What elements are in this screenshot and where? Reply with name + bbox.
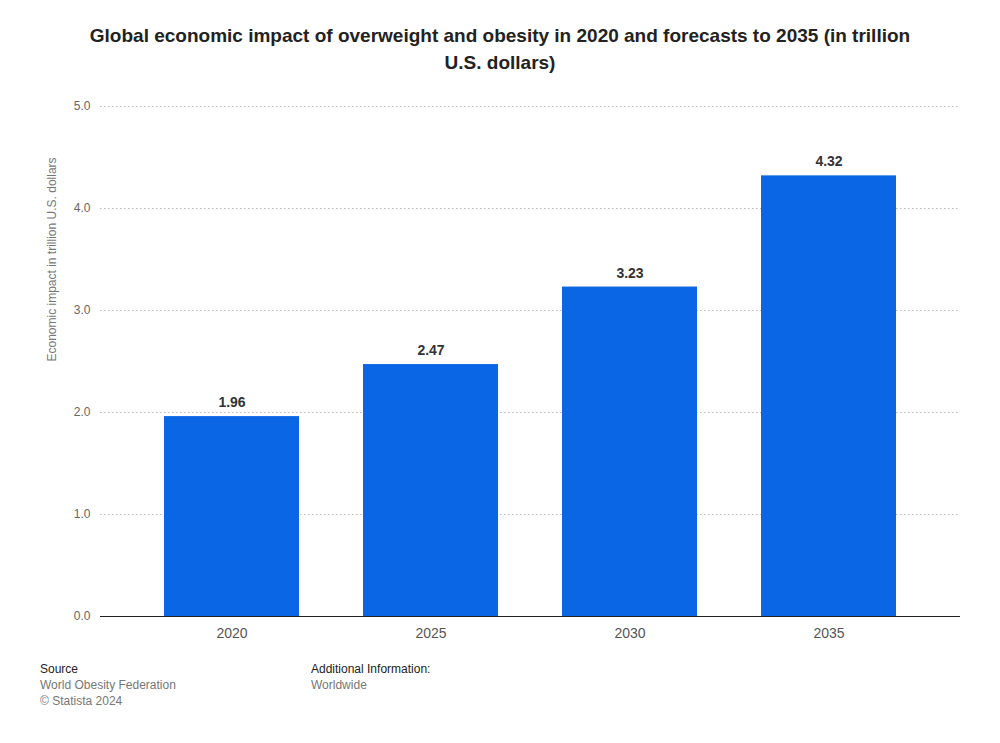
svg-text:0.0: 0.0 bbox=[74, 609, 91, 623]
svg-text:Economic impact in trillion U.: Economic impact in trillion U.S. dollars bbox=[45, 157, 59, 361]
svg-text:2030: 2030 bbox=[614, 625, 645, 641]
html-text:World Obesity Federation: World Obesity Federation bbox=[40, 678, 176, 692]
html-text:Source: Source bbox=[40, 662, 78, 676]
svg-text:2025: 2025 bbox=[415, 625, 446, 641]
svg-text:4.32: 4.32 bbox=[815, 153, 842, 169]
svg-text:3.23: 3.23 bbox=[616, 265, 643, 281]
svg-text:2035: 2035 bbox=[813, 625, 844, 641]
svg-text:3.0: 3.0 bbox=[74, 303, 91, 317]
svg-text:1.96: 1.96 bbox=[218, 394, 245, 410]
svg-text:4.0: 4.0 bbox=[74, 201, 91, 215]
svg-text:1.0: 1.0 bbox=[74, 507, 91, 521]
html-text:© Statista 2024: © Statista 2024 bbox=[40, 694, 123, 708]
html-text:Worldwide: Worldwide bbox=[311, 678, 367, 692]
svg-text:2020: 2020 bbox=[216, 625, 247, 641]
html-text:Additional Information:: Additional Information: bbox=[311, 662, 431, 676]
svg-text:2.47: 2.47 bbox=[417, 342, 444, 358]
svg-text:2.0: 2.0 bbox=[74, 405, 91, 419]
svg-text:5.0: 5.0 bbox=[74, 99, 91, 113]
html-text:Global economic impact of over: Global economic impact of overweight and… bbox=[89, 25, 911, 73]
